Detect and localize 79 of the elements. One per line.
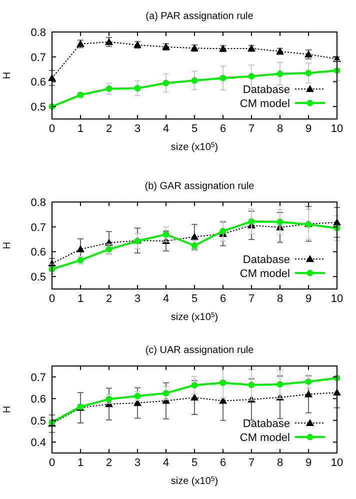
x-tick-label: 10 — [330, 123, 344, 135]
x-tick-label: 1 — [77, 457, 84, 469]
y-tick-label: 0.5 — [30, 415, 46, 428]
legend-label: CM model — [240, 268, 290, 280]
legend-label: CM model — [240, 432, 290, 444]
point — [76, 245, 84, 252]
x-tick-label: 4 — [162, 457, 170, 469]
x-tick-label: 10 — [330, 293, 344, 305]
y-tick-label: 0.7 — [30, 222, 46, 234]
point — [162, 80, 170, 86]
x-tick-label: 2 — [106, 123, 112, 135]
point — [134, 84, 141, 92]
x-tick-label: 4 — [162, 293, 170, 305]
y-tick-label: 0.6 — [30, 394, 46, 406]
legend-label: Database — [242, 418, 290, 430]
x-tick-label: 1 — [77, 123, 84, 135]
y-tick-label: 0.8 — [30, 197, 46, 209]
point — [304, 50, 312, 58]
legend-label: Database — [242, 84, 290, 96]
legend-label: Database — [242, 254, 290, 266]
y-axis-title: H — [2, 72, 13, 80]
x-axis-title: size (x10$^{5}$) — [170, 312, 218, 323]
point — [248, 218, 255, 225]
y-tick-label: 0.7 — [30, 52, 46, 64]
x-tick-label: 9 — [305, 293, 312, 305]
x-tick-label: 5 — [191, 457, 198, 469]
x-tick-label: 9 — [305, 123, 312, 135]
point — [305, 70, 312, 76]
x-tick-label: 2 — [106, 457, 112, 469]
x-tick-label: 2 — [106, 293, 112, 305]
x-tick-label: 0 — [48, 457, 56, 469]
x-tick-label: 7 — [248, 457, 255, 469]
x-tick-label: 3 — [134, 293, 141, 305]
point — [305, 378, 312, 385]
y-tick-label: 0.6 — [30, 76, 46, 89]
y-tick-label: 0.7 — [30, 372, 46, 384]
y-axis-title: H — [2, 242, 13, 250]
point — [220, 228, 226, 234]
x-tick-label: 1 — [77, 293, 84, 305]
point — [106, 85, 112, 92]
y-tick-label: 0.4 — [30, 437, 46, 450]
point — [276, 70, 284, 77]
x-tick-label: 5 — [191, 293, 198, 305]
chart-title: (b) GAR assignation rule — [144, 181, 255, 192]
y-tick-label: 0.6 — [30, 246, 46, 259]
point — [276, 218, 284, 226]
point — [105, 38, 113, 45]
x-tick-label: 8 — [276, 457, 284, 469]
x-tick-label: 7 — [248, 293, 255, 305]
x-tick-label: 6 — [220, 457, 226, 469]
y-tick-label: 0.5 — [30, 102, 46, 114]
x-axis-title: size (x10$^{5}$) — [170, 142, 218, 153]
x-tick-label: 9 — [305, 457, 312, 469]
point — [191, 77, 198, 84]
legend-label: CM model — [240, 98, 290, 110]
x-tick-label: 0 — [48, 123, 56, 135]
x-tick-label: 4 — [162, 123, 170, 135]
y-tick-label: 0.8 — [30, 27, 46, 39]
x-axis-title: size (x10$^{5}$) — [170, 476, 218, 487]
x-tick-label: 3 — [134, 457, 141, 469]
x-tick-label: 3 — [134, 123, 141, 135]
x-tick-label: 6 — [220, 293, 226, 305]
y-tick-label: 0.5 — [30, 272, 46, 284]
x-tick-label: 7 — [248, 123, 255, 135]
x-tick-label: 8 — [276, 123, 284, 135]
x-tick-label: 0 — [48, 293, 56, 305]
y-axis-title: H — [2, 406, 13, 414]
point — [248, 382, 255, 388]
point — [276, 381, 284, 388]
x-tick-label: 6 — [220, 123, 226, 135]
point — [162, 390, 170, 396]
point — [304, 390, 312, 398]
point — [220, 74, 226, 82]
point — [248, 73, 255, 80]
x-tick-label: 8 — [276, 293, 284, 305]
chart-title: (c) UAR assignation rule — [145, 345, 254, 356]
x-tick-label: 10 — [330, 457, 344, 469]
x-tick-label: 5 — [191, 123, 198, 135]
chart-title: (a) PAR assignation rule — [146, 11, 254, 22]
